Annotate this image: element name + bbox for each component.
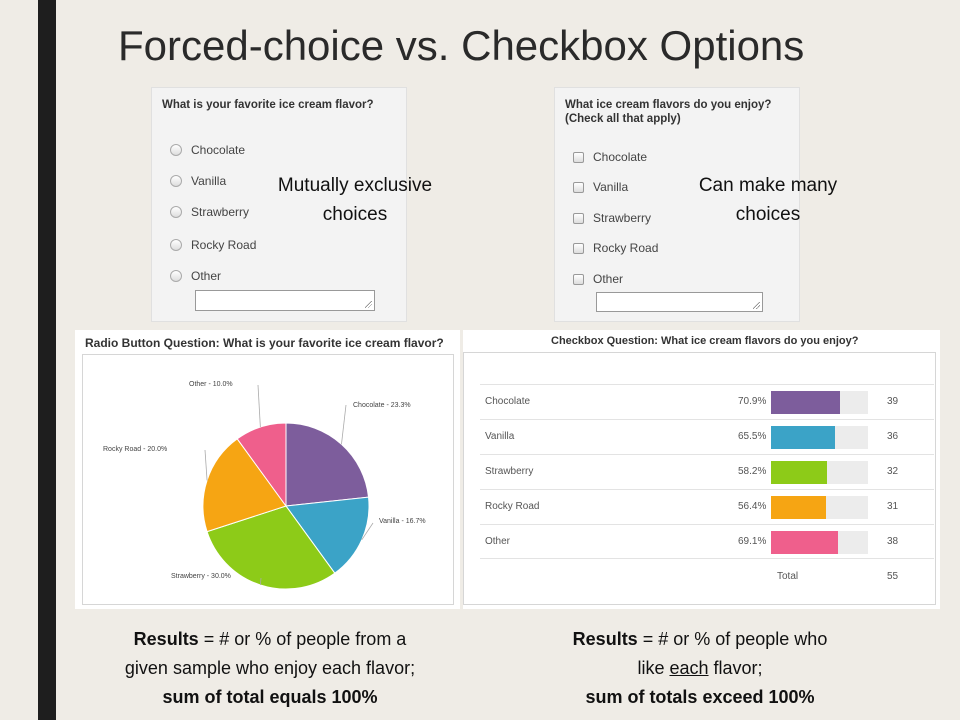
checkbox-option-strawberry[interactable]: Strawberry xyxy=(573,211,651,225)
checkbox-results-explanation: Results = # or % of people who like each… xyxy=(572,629,828,707)
bar-chart-frame: Chocolate 70.9% 39 Vanilla 65.5% 36 Stra… xyxy=(463,352,936,605)
slide-title: Forced-choice vs. Checkbox Options xyxy=(118,22,805,69)
bar-row: Vanilla 65.5% 36 xyxy=(480,419,934,454)
radio-button[interactable] xyxy=(170,270,182,282)
resize-grip-icon[interactable] xyxy=(365,301,372,308)
pie-leader-line xyxy=(204,449,208,481)
pie-slice-chocolate xyxy=(285,422,370,507)
bar-percent-label: 69.1% xyxy=(738,536,767,547)
bar-category-label: Other xyxy=(485,536,511,547)
checkbox[interactable] xyxy=(573,181,584,193)
bar-row: Other 69.1% 38 xyxy=(480,524,934,559)
bar-chart-title: Checkbox Question: What ice cream flavor… xyxy=(551,335,859,347)
pie-chart-frame: Chocolate - 23.3% Vanilla - 16.7% Strawb… xyxy=(82,354,454,605)
bar-category-label: Rocky Road xyxy=(485,501,540,512)
checkbox-option-chocolate[interactable]: Chocolate xyxy=(573,150,647,164)
radio-results-panel: Radio Button Question: What is your favo… xyxy=(75,330,460,609)
slide-accent-bar xyxy=(38,0,56,720)
radio-button[interactable] xyxy=(170,206,182,218)
pie-label-chocolate: Chocolate - 23.3% xyxy=(353,402,411,409)
pie-label-other: Other - 10.0% xyxy=(189,381,233,388)
pie-leader-line xyxy=(361,522,374,540)
pie-leader-line xyxy=(341,404,347,445)
radio-results-explanation: Results = # or % of people from a given … xyxy=(124,629,416,707)
checkbox[interactable] xyxy=(573,212,584,224)
bar-percent-label: 56.4% xyxy=(738,501,767,512)
bar-track xyxy=(771,391,868,414)
bar-track xyxy=(771,426,868,449)
resize-grip-icon[interactable] xyxy=(753,302,760,309)
radio-button[interactable] xyxy=(170,239,182,251)
bar-track xyxy=(771,531,868,554)
other-text-field[interactable] xyxy=(195,290,375,311)
checkbox-option-rocky-road[interactable]: Rocky Road xyxy=(573,241,658,255)
bar-chocolate xyxy=(771,391,840,414)
checkbox[interactable] xyxy=(573,242,584,254)
checkbox-callout: Can make many choices xyxy=(698,175,838,225)
other-text-field[interactable] xyxy=(596,292,763,312)
total-count: 55 xyxy=(887,571,899,582)
bar-track xyxy=(771,496,868,519)
bar-count-label: 38 xyxy=(887,536,899,547)
checkbox-results-panel: Checkbox Question: What ice cream flavor… xyxy=(463,330,940,609)
radio-option-strawberry[interactable]: Strawberry xyxy=(170,205,249,219)
bar-row: Chocolate 70.9% 39 xyxy=(480,384,934,419)
bar-strawberry xyxy=(771,461,828,484)
bar-category-label: Strawberry xyxy=(485,466,534,477)
pie-leader-line xyxy=(259,577,262,585)
bar-percent-label: 65.5% xyxy=(738,431,767,442)
pie-chart-title: Radio Button Question: What is your favo… xyxy=(85,336,444,350)
bar-vanilla xyxy=(771,426,835,449)
bar-count-label: 32 xyxy=(887,466,899,477)
radio-option-other[interactable]: Other xyxy=(170,269,221,283)
bar-percent-label: 58.2% xyxy=(738,466,767,477)
checkbox-question: What ice cream flavors do you enjoy? (Ch… xyxy=(565,99,772,125)
bar-category-label: Vanilla xyxy=(485,431,515,442)
bar-track xyxy=(771,461,868,484)
bar-rocky-road xyxy=(771,496,826,519)
bar-count-label: 31 xyxy=(887,501,899,512)
checkbox[interactable] xyxy=(573,151,584,163)
bar-other xyxy=(771,531,839,554)
radio-option-rocky-road[interactable]: Rocky Road xyxy=(170,238,256,252)
checkbox[interactable] xyxy=(573,273,584,285)
pie-leader-line xyxy=(257,384,261,428)
pie-slice-other xyxy=(236,422,287,508)
pie-label-strawberry: Strawberry - 30.0% xyxy=(171,573,231,580)
bar-count-label: 39 xyxy=(887,396,899,407)
radio-question: What is your favorite ice cream flavor? xyxy=(162,99,374,111)
bar-percent-label: 70.9% xyxy=(738,396,767,407)
checkbox-option-vanilla[interactable]: Vanilla xyxy=(573,180,628,194)
bar-count-label: 36 xyxy=(887,431,899,442)
pie-label-rocky-road: Rocky Road - 20.0% xyxy=(103,446,168,453)
radio-callout: Mutually exclusive choices xyxy=(277,175,433,225)
checkbox-survey-panel: What ice cream flavors do you enjoy? (Ch… xyxy=(554,87,800,322)
radio-button[interactable] xyxy=(170,144,182,156)
bar-row: Rocky Road 56.4% 31 xyxy=(480,489,934,524)
radio-survey-panel: What is your favorite ice cream flavor? … xyxy=(151,87,407,322)
total-label: Total xyxy=(777,571,799,582)
checkbox-option-other[interactable]: Other xyxy=(573,272,623,286)
pie-label-vanilla: Vanilla - 16.7% xyxy=(379,518,426,525)
radio-option-vanilla[interactable]: Vanilla xyxy=(170,174,226,188)
bar-category-label: Chocolate xyxy=(485,396,531,407)
radio-button[interactable] xyxy=(170,175,182,187)
radio-option-chocolate[interactable]: Chocolate xyxy=(170,143,245,157)
bar-row: Strawberry 58.2% 32 xyxy=(480,454,934,489)
pie-chart xyxy=(202,384,374,590)
